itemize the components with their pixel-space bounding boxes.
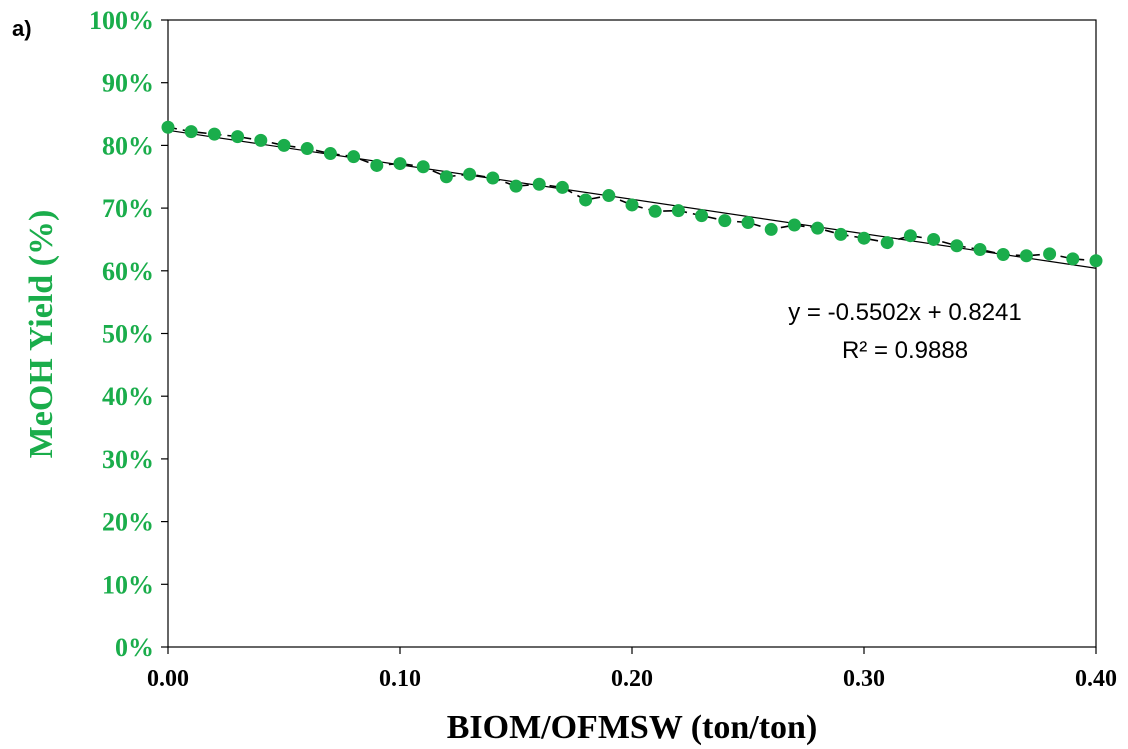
y-tick-label: 50%: [102, 320, 154, 349]
x-tick-label: 0.10: [379, 666, 421, 692]
data-point: [300, 142, 314, 156]
data-point: [1019, 249, 1033, 263]
x-tick-label: 0.30: [843, 666, 885, 692]
data-point: [903, 229, 917, 243]
data-point: [648, 204, 662, 218]
x-tick-label: 0.00: [147, 666, 189, 692]
data-point: [393, 157, 407, 171]
data-point: [950, 239, 964, 253]
y-tick-label: 40%: [102, 382, 154, 411]
data-point: [1066, 252, 1080, 266]
data-point: [996, 247, 1010, 261]
y-axis: 0% 10% 20% 30% 40% 50% 60% 70% 80% 90% 100%: [89, 6, 168, 662]
trendline-r-squared: R² = 0.9888: [842, 337, 968, 364]
data-point: [161, 120, 175, 134]
data-point: [184, 125, 198, 139]
x-axis-label: BIOM/OFMSW (ton/ton): [447, 709, 818, 746]
data-point: [347, 150, 361, 164]
data-point: [671, 204, 685, 218]
y-tick-label: 0%: [115, 633, 154, 662]
data-point: [509, 179, 523, 193]
x-tick-label: 0.40: [1075, 666, 1117, 692]
data-point: [416, 160, 430, 174]
data-point: [857, 231, 871, 245]
x-axis: 0.00 0.10 0.20 0.30 0.40: [147, 647, 1117, 692]
y-tick-label: 20%: [102, 508, 154, 537]
y-tick-label: 60%: [102, 257, 154, 286]
y-tick-label: 10%: [102, 570, 154, 599]
y-axis-label: MeOH Yield (%): [23, 210, 60, 459]
data-point: [231, 130, 245, 144]
y-tick-label: 30%: [102, 445, 154, 474]
data-point: [1043, 247, 1057, 261]
y-tick-label: 90%: [102, 69, 154, 98]
data-point: [323, 147, 337, 161]
data-point: [532, 177, 546, 191]
y-tick-label: 70%: [102, 194, 154, 223]
data-point: [741, 216, 755, 230]
data-point: [439, 170, 453, 184]
panel-label: a): [12, 16, 32, 41]
data-point: [927, 232, 941, 246]
y-tick-label: 100%: [89, 6, 154, 35]
data-point: [463, 167, 477, 181]
y-tick-label: 80%: [102, 131, 154, 160]
series-points: [161, 120, 1103, 268]
data-point: [207, 127, 221, 141]
data-point: [579, 193, 593, 207]
data-point: [1089, 254, 1103, 268]
data-point: [695, 209, 709, 223]
data-point: [254, 133, 268, 147]
data-point: [277, 138, 291, 152]
plot-area: [167, 19, 1097, 648]
data-point: [370, 158, 384, 172]
data-point: [787, 218, 801, 232]
data-point: [880, 236, 894, 250]
data-point: [625, 198, 639, 212]
data-point: [764, 222, 778, 236]
data-point: [811, 221, 825, 235]
data-point: [555, 180, 569, 194]
data-point: [602, 189, 616, 203]
trendline-equation: y = -0.5502x + 0.8241: [788, 299, 1022, 326]
data-point: [486, 171, 500, 185]
data-point: [834, 227, 848, 241]
series-dashed-line: [167, 126, 1097, 262]
data-point: [973, 242, 987, 256]
data-point: [718, 214, 732, 228]
x-tick-label: 0.20: [611, 666, 653, 692]
